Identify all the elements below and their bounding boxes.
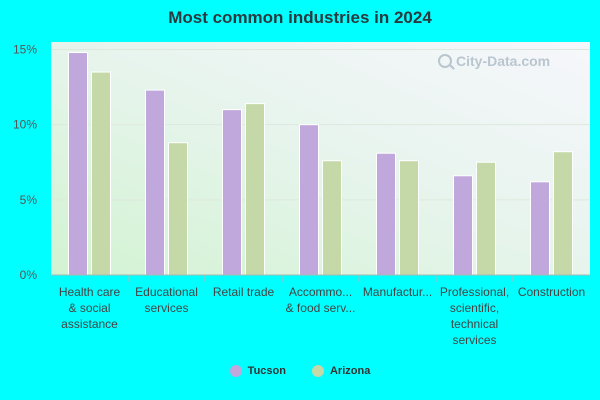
bar-arizona-0 xyxy=(91,71,111,276)
x-category-label: Health care & social assistance xyxy=(59,285,121,331)
x-category-label: Manufactur... xyxy=(363,285,432,299)
y-tick-label: 10% xyxy=(13,118,37,132)
bar-arizona-3 xyxy=(322,160,342,276)
legend-label-tucson: Tucson xyxy=(247,365,286,377)
chart-title: Most common industries in 2024 xyxy=(168,8,432,27)
x-category-label: Educational services xyxy=(135,285,198,315)
bar-tucson-2 xyxy=(222,109,242,276)
legend-swatch-arizona xyxy=(311,365,324,377)
x-category-label: Professional, scientific, technical service… xyxy=(440,285,509,347)
legend-item-tucson: Tucson xyxy=(229,365,286,377)
bar-tucson-5 xyxy=(453,175,473,276)
bar-tucson-4 xyxy=(376,152,396,276)
watermark: City-Data.com xyxy=(438,53,550,69)
bar-tucson-1 xyxy=(145,89,165,276)
legend-item-arizona: Arizona xyxy=(311,365,371,377)
watermark-text: City-Data.com xyxy=(456,53,551,69)
bar-arizona-1 xyxy=(168,142,188,276)
x-category-label: Retail trade xyxy=(213,285,275,299)
y-tick-label: 0% xyxy=(20,268,38,282)
bar-arizona-5 xyxy=(476,161,496,276)
magnifier-icon xyxy=(438,54,452,68)
legend: Tucson Arizona xyxy=(0,365,600,377)
y-tick-label: 15% xyxy=(13,43,37,57)
bar-arizona-2 xyxy=(245,103,265,276)
y-tick-label: 5% xyxy=(20,193,38,207)
bar-tucson-0 xyxy=(68,52,88,276)
x-category-label: Construction xyxy=(518,285,585,299)
bar-arizona-6 xyxy=(553,151,573,276)
bar-tucson-3 xyxy=(299,124,319,276)
legend-swatch-tucson xyxy=(229,365,242,377)
x-category-label: Accommo... & food serv... xyxy=(286,285,356,315)
legend-label-arizona: Arizona xyxy=(329,365,371,377)
bar-arizona-4 xyxy=(399,160,419,276)
plot-area xyxy=(51,42,590,275)
bar-tucson-6 xyxy=(530,181,550,276)
